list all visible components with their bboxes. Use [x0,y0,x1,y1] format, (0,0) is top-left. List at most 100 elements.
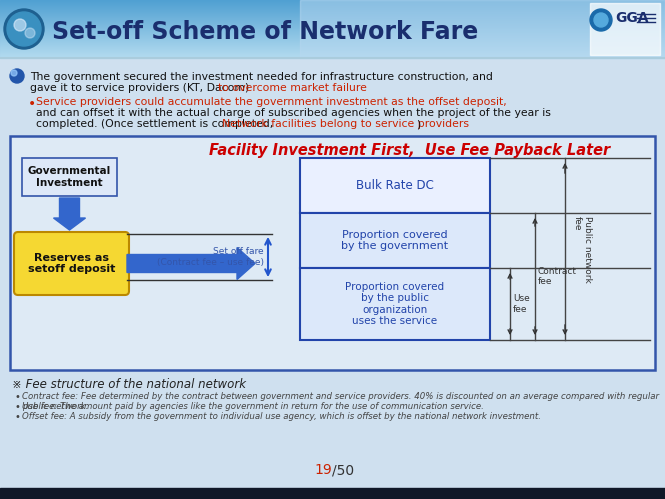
Text: ): ) [416,119,420,129]
Text: •: • [14,402,20,412]
Bar [0,35,665,36]
Bar [0,24,665,25]
Bar [0,13,665,14]
Text: Public network
fee: Public network fee [573,216,593,282]
Bar [0,20,665,21]
Bar [0,50,665,51]
Bar [0,31,665,32]
Bar [300,158,490,213]
Text: Reserves as
setoff deposit: Reserves as setoff deposit [28,252,115,274]
Text: GGA: GGA [615,11,648,25]
Text: Set-off Scheme of Network Fare: Set-off Scheme of Network Fare [52,20,478,44]
Bar [22,158,117,196]
Bar [0,38,665,39]
Circle shape [7,12,41,46]
Bar [0,36,665,37]
Bar [0,5,665,6]
Bar [0,34,665,35]
Text: /50: /50 [332,463,354,477]
Bar [0,16,665,17]
Bar [0,3,665,4]
Circle shape [10,69,24,83]
Bar [0,0,665,1]
Bar [0,14,665,15]
Bar [0,56,665,57]
Circle shape [14,19,26,31]
Text: The government secured the investment needed for infrastructure construction, an: The government secured the investment ne… [30,72,493,82]
Polygon shape [53,198,86,230]
Bar [0,46,665,47]
Text: completed. (Once settlement is completed,: completed. (Once settlement is completed… [36,119,277,129]
Bar [0,53,665,54]
Circle shape [594,13,608,27]
Bar [0,30,665,31]
Bar [0,4,665,5]
Text: Offset fee: A subsidy from the government to individual use agency, which is off: Offset fee: A subsidy from the governmen… [22,412,541,421]
Text: Contract
fee: Contract fee [538,267,577,286]
Text: •: • [14,392,20,402]
Circle shape [11,70,17,76]
Text: Bulk Rate DC: Bulk Rate DC [356,179,434,192]
Bar [0,12,665,13]
Bar [300,213,490,268]
FancyBboxPatch shape [14,232,129,295]
Bar [0,44,665,45]
Bar [300,268,490,340]
Text: Contract fee: Fee determined by the contract between government and service prov: Contract fee: Fee determined by the cont… [22,392,659,411]
Bar [0,57,665,58]
Bar [0,54,665,55]
Bar [0,21,665,22]
Circle shape [4,9,44,49]
Bar [0,7,665,8]
Text: Use
fee: Use fee [513,294,530,314]
Bar [0,40,665,41]
Bar [0,6,665,7]
Bar [0,45,665,46]
Bar [10,136,655,370]
Text: Use fee: The amount paid by agencies like the government in return for the use o: Use fee: The amount paid by agencies lik… [22,402,484,411]
Bar [590,3,660,55]
Bar [0,41,665,42]
Text: Facility Investment First,  Use Fee Payback Later: Facility Investment First, Use Fee Payba… [209,143,610,158]
Bar [0,52,665,53]
Text: 19: 19 [315,463,332,477]
Bar [300,0,665,58]
Bar [0,29,665,30]
Bar [0,37,665,38]
Bar [0,55,665,56]
Bar [0,11,665,12]
Bar [0,48,665,49]
Text: •: • [14,412,20,422]
Bar [0,32,665,33]
Bar [0,28,665,29]
Text: and can offset it with the actual charge of subscribed agencies when the project: and can offset it with the actual charge… [36,108,551,118]
Bar [0,39,665,40]
Bar [0,15,665,16]
Bar [0,43,665,44]
Bar [0,51,665,52]
Text: Network facilities belong to service providers: Network facilities belong to service pro… [222,119,469,129]
Text: to overcome market failure: to overcome market failure [218,83,367,93]
Circle shape [590,9,612,31]
Bar [0,488,665,499]
Bar [0,1,665,2]
Bar [0,18,665,19]
Bar [0,19,665,20]
Bar [0,27,665,28]
Bar [0,42,665,43]
Bar [0,49,665,50]
Text: ※ Fee structure of the national network: ※ Fee structure of the national network [12,378,246,391]
Text: Proportion covered
by the public
organization
uses the service: Proportion covered by the public organiz… [345,281,445,326]
Bar [0,9,665,10]
Text: Proportion covered
by the government: Proportion covered by the government [341,230,449,251]
Polygon shape [127,248,255,279]
Bar [0,26,665,27]
Text: Set off fare
(Contract fee – use fee): Set off fare (Contract fee – use fee) [157,248,264,266]
Circle shape [25,28,35,38]
Bar [0,33,665,34]
Bar [0,22,665,23]
Bar [0,10,665,11]
Text: gave it to service providers (KT, Dacom): gave it to service providers (KT, Dacom) [30,83,253,93]
Text: Governmental
Investment: Governmental Investment [28,166,111,188]
Text: Service providers could accumulate the government investment as the offset depos: Service providers could accumulate the g… [36,97,507,107]
